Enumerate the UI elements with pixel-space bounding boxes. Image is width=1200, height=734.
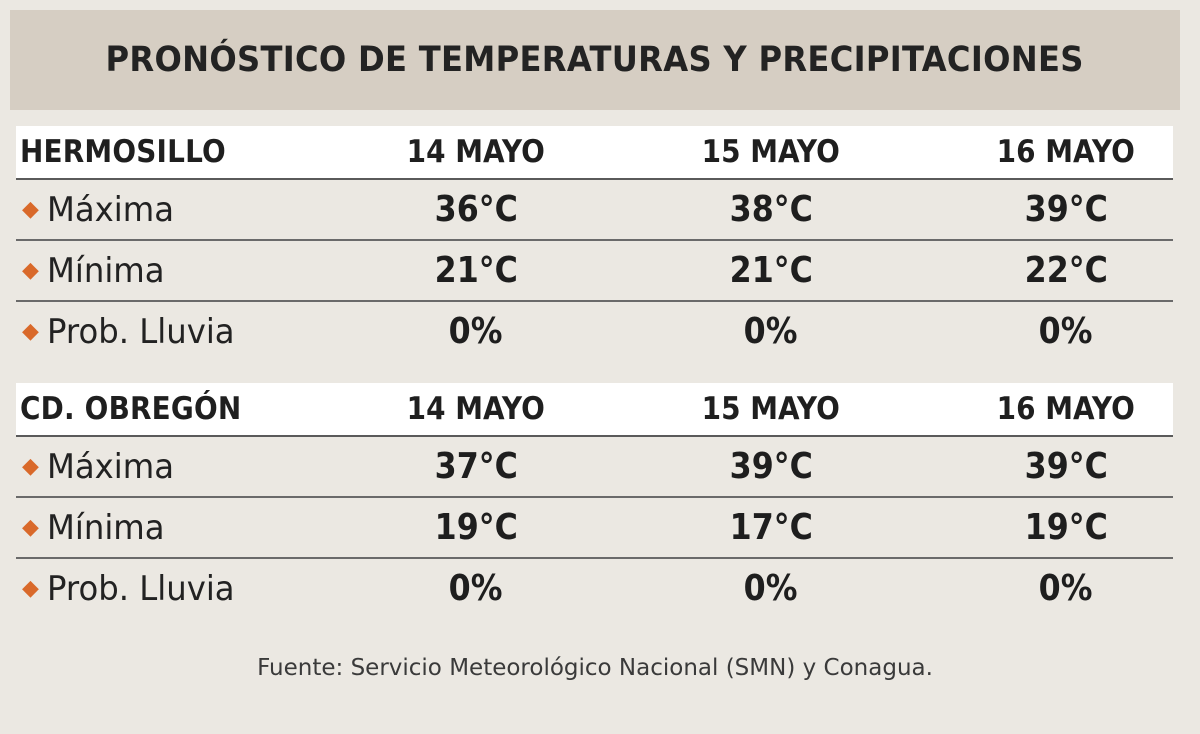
section-spacer [16, 361, 1173, 383]
diamond-bullet-icon: ◆ [22, 454, 39, 479]
value-cell: 22°C [1024, 250, 1108, 291]
value-cell: 39°C [729, 446, 813, 487]
value-cell: 21°C [434, 250, 518, 291]
title-band: PRONÓSTICO DE TEMPERATURAS Y PRECIPITACI… [10, 10, 1180, 110]
value-cell: 0% [1039, 568, 1093, 609]
date-header: 14 MAYO [406, 134, 546, 170]
diamond-bullet-icon: ◆ [22, 258, 39, 283]
city-name: HERMOSILLO [20, 134, 226, 170]
value-cell: 39°C [1024, 189, 1108, 230]
section-header-obregon: CD. OBREGÓN 14 MAYO 15 MAYO 16 MAYO [16, 383, 1173, 437]
table-row: ◆ Prob. Lluvia 0% 0% 0% [16, 302, 1173, 361]
diamond-bullet-icon: ◆ [22, 197, 39, 222]
table-row: ◆ Mínima 19°C 17°C 19°C [16, 498, 1173, 559]
table-row: ◆ Prob. Lluvia 0% 0% 0% [16, 559, 1173, 618]
date-header: 16 MAYO [996, 134, 1136, 170]
row-label: Máxima [46, 189, 174, 230]
row-label: Mínima [46, 507, 165, 548]
value-cell: 19°C [1024, 507, 1108, 548]
diamond-bullet-icon: ◆ [22, 515, 39, 540]
chart-title: PRONÓSTICO DE TEMPERATURAS Y PRECIPITACI… [105, 40, 1085, 80]
diamond-bullet-icon: ◆ [22, 576, 39, 601]
section-header-hermosillo: HERMOSILLO 14 MAYO 15 MAYO 16 MAYO [16, 126, 1173, 180]
value-cell: 0% [744, 311, 798, 352]
value-cell: 39°C [1024, 446, 1108, 487]
row-label: Mínima [46, 250, 165, 291]
date-header: 15 MAYO [701, 134, 841, 170]
value-cell: 0% [744, 568, 798, 609]
table-row: ◆ Máxima 37°C 39°C 39°C [16, 437, 1173, 498]
table-row: ◆ Máxima 36°C 38°C 39°C [16, 180, 1173, 241]
row-label: Prob. Lluvia [46, 568, 235, 609]
value-cell: 17°C [729, 507, 813, 548]
value-cell: 0% [1039, 311, 1093, 352]
table-row: ◆ Mínima 21°C 21°C 22°C [16, 241, 1173, 302]
value-cell: 0% [449, 568, 503, 609]
forecast-table: HERMOSILLO 14 MAYO 15 MAYO 16 MAYO ◆ Máxi… [16, 126, 1173, 618]
value-cell: 21°C [729, 250, 813, 291]
value-cell: 19°C [434, 507, 518, 548]
diamond-bullet-icon: ◆ [22, 319, 39, 344]
value-cell: 0% [449, 311, 503, 352]
date-header: 16 MAYO [996, 391, 1136, 427]
date-header: 14 MAYO [406, 391, 546, 427]
date-header: 15 MAYO [701, 391, 841, 427]
value-cell: 36°C [434, 189, 518, 230]
city-name: CD. OBREGÓN [20, 391, 242, 427]
row-label: Prob. Lluvia [46, 311, 235, 352]
row-label: Máxima [46, 446, 174, 487]
value-cell: 37°C [434, 446, 518, 487]
source-note: Fuente: Servicio Meteorológico Nacional … [257, 655, 933, 681]
value-cell: 38°C [729, 189, 813, 230]
